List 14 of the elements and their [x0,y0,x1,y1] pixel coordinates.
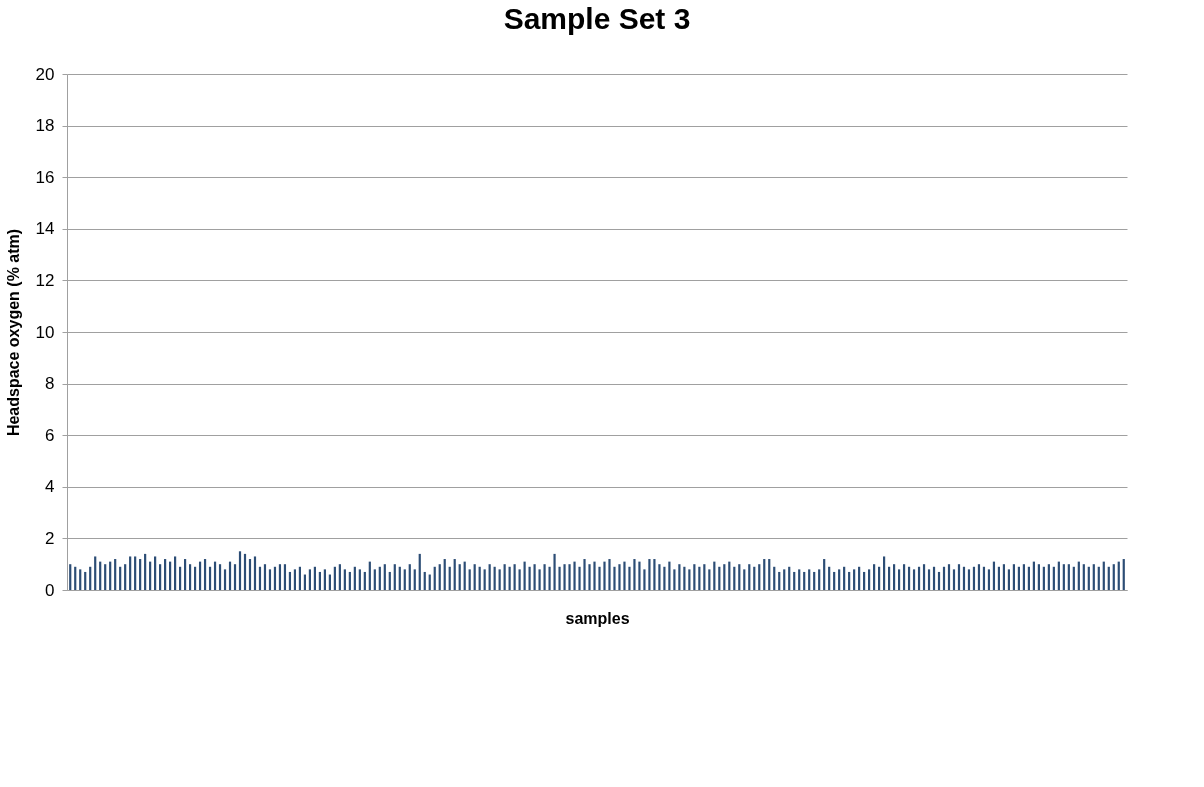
y-tick-label: 12 [35,270,55,290]
y-tick-label: 18 [35,116,55,136]
y-tick-label: 14 [35,219,55,239]
y-tick-label: 20 [35,64,55,84]
y-tick-label: 2 [45,528,55,548]
y-tick-label: 4 [45,477,55,497]
y-tick-label: 16 [35,167,55,187]
x-axis-title: samples [565,609,630,627]
y-axis-title: Headspace oxygen (% atm) [4,228,22,437]
chart-title: Sample Set 3 [503,2,691,35]
y-tick-label: 0 [45,580,55,600]
y-tick-label: 6 [45,425,55,445]
y-tick-label: 8 [45,374,55,394]
y-tick-label: 10 [35,322,55,342]
